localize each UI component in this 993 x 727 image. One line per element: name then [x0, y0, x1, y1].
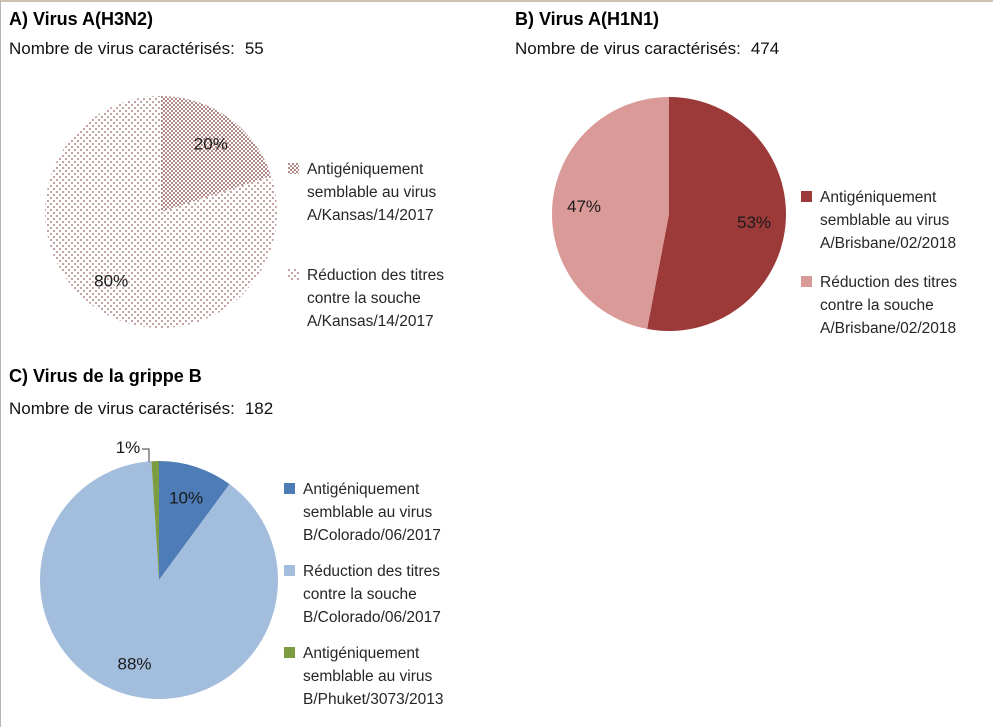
pie-slice — [161, 96, 272, 212]
legend-swatch-dark-blue — [284, 483, 295, 494]
legend-swatch-dotted-light — [288, 269, 299, 280]
pie-slice-label: 80% — [94, 272, 128, 291]
pie-slice — [647, 97, 786, 331]
pie-chart-h3n2: 20% 80% — [44, 96, 277, 328]
legend-label: Antigéniquement semblable au virus A/Bri… — [820, 189, 957, 252]
pie-chart-h1n1: 53% 47% — [551, 97, 786, 331]
legend-label: Réduction des titres contre la souche A/… — [820, 274, 957, 337]
legend-label: Antigéniquement semblable au virus A/Kan… — [307, 161, 437, 224]
panel-a-subtitle: Nombre de virus caractérisés: 55 — [9, 39, 264, 59]
legend-h3n2: Antigéniquement semblable au virus A/Kan… — [288, 158, 444, 333]
panel-b-subtitle-label: Nombre de virus caractérisés: — [515, 39, 741, 58]
legend-item: Antigéniquement semblable au virus A/Bri… — [801, 186, 957, 255]
legend-item: Antigéniquement semblable au virus B/Phu… — [284, 642, 443, 711]
panel-a-title: A) Virus A(H3N2) — [9, 9, 154, 29]
legend-swatch-light-blue — [284, 565, 295, 576]
panel-a-virus-count: 55 — [244, 39, 264, 58]
panel-c-title: C) Virus de la grippe B — [9, 366, 202, 386]
legend-influenza-b: Antigéniquement semblable au virus B/Col… — [284, 478, 443, 711]
panel-b-virus-count: 474 — [750, 39, 780, 58]
legend-swatch-green — [284, 647, 295, 658]
panel-c-virus-count: 182 — [244, 399, 274, 418]
legend-swatch-dark-red — [801, 191, 812, 202]
panel-b-title: B) Virus A(H1N1) — [515, 9, 660, 29]
pie-slice-label: 53% — [737, 213, 771, 232]
pie-slice — [551, 97, 669, 329]
pie-slice-label: 1% — [116, 438, 141, 457]
pie-slice-label: 88% — [117, 654, 151, 673]
leader-line — [142, 448, 150, 462]
legend-label: Réduction des titres contre la souche A/… — [307, 267, 444, 330]
legend-item: Antigéniquement semblable au virus A/Kan… — [288, 158, 444, 227]
legend-swatch-pink — [801, 276, 812, 287]
pie-slice-label: 47% — [567, 197, 601, 216]
pie-slice — [44, 96, 277, 328]
pie-slice — [159, 461, 230, 580]
legend-item: Réduction des titres contre la souche A/… — [801, 271, 957, 340]
legend-label: Antigéniquement semblable au virus B/Col… — [303, 481, 441, 544]
pie-slice-label: 10% — [169, 489, 203, 508]
legend-h1n1: Antigéniquement semblable au virus A/Bri… — [801, 186, 957, 340]
pie-chart-influenza-b: 10% 88% 1% — [40, 438, 279, 699]
pie-slice-label: 20% — [194, 135, 228, 154]
panel-a-subtitle-label: Nombre de virus caractérisés: — [9, 39, 235, 58]
legend-label: Antigéniquement semblable au virus B/Phu… — [303, 645, 444, 708]
pie-slice — [151, 461, 159, 580]
legend-item: Réduction des titres contre la souche A/… — [288, 264, 444, 333]
panel-c-subtitle: Nombre de virus caractérisés: 182 — [9, 399, 273, 419]
legend-item: Antigéniquement semblable au virus B/Col… — [284, 478, 443, 547]
legend-swatch-dotted-dense — [288, 163, 299, 174]
panel-b-subtitle: Nombre de virus caractérisés: 474 — [515, 39, 779, 59]
legend-item: Réduction des titres contre la souche B/… — [284, 560, 443, 629]
pie-slice — [40, 461, 279, 699]
panel-c-subtitle-label: Nombre de virus caractérisés: — [9, 399, 235, 418]
legend-label: Réduction des titres contre la souche B/… — [303, 563, 441, 626]
